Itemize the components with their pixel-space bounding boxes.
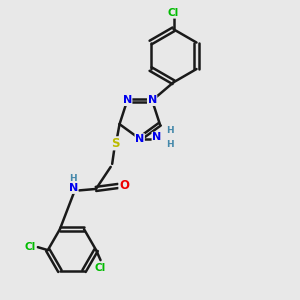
- Text: Cl: Cl: [95, 263, 106, 273]
- Text: N: N: [123, 95, 132, 106]
- Text: Cl: Cl: [168, 8, 179, 18]
- Text: H: H: [70, 173, 77, 182]
- Text: H: H: [166, 140, 173, 148]
- Text: O: O: [119, 179, 129, 193]
- Text: N: N: [135, 134, 144, 144]
- Text: S: S: [111, 137, 119, 150]
- Text: N: N: [152, 132, 161, 142]
- Text: N: N: [69, 183, 78, 194]
- Text: N: N: [148, 95, 157, 106]
- Text: H: H: [166, 126, 173, 135]
- Text: Cl: Cl: [25, 242, 36, 252]
